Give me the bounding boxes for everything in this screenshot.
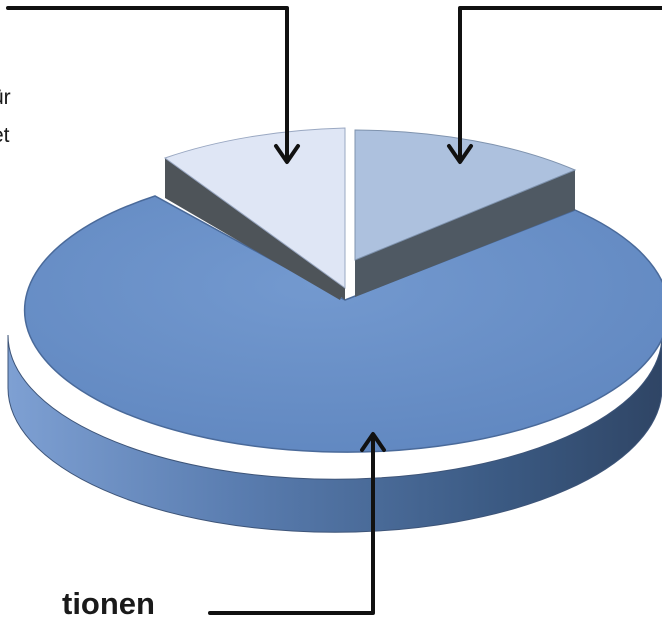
slice-light-top [163,127,346,289]
slice-light-side-front [165,158,345,300]
slice-main-top [23,195,662,453]
slice-mid-side [355,170,575,297]
slice-mid-top [354,129,577,261]
slice-light-label-line2: et [0,124,10,147]
arrow-light-slice [6,6,300,164]
arrow-main-slice [208,432,386,615]
slice-light-label-line1: ür [0,86,11,109]
arrow-mid-slice [447,6,662,164]
slice-main-label: tionen [62,586,155,621]
slice-main-side [7,334,662,533]
